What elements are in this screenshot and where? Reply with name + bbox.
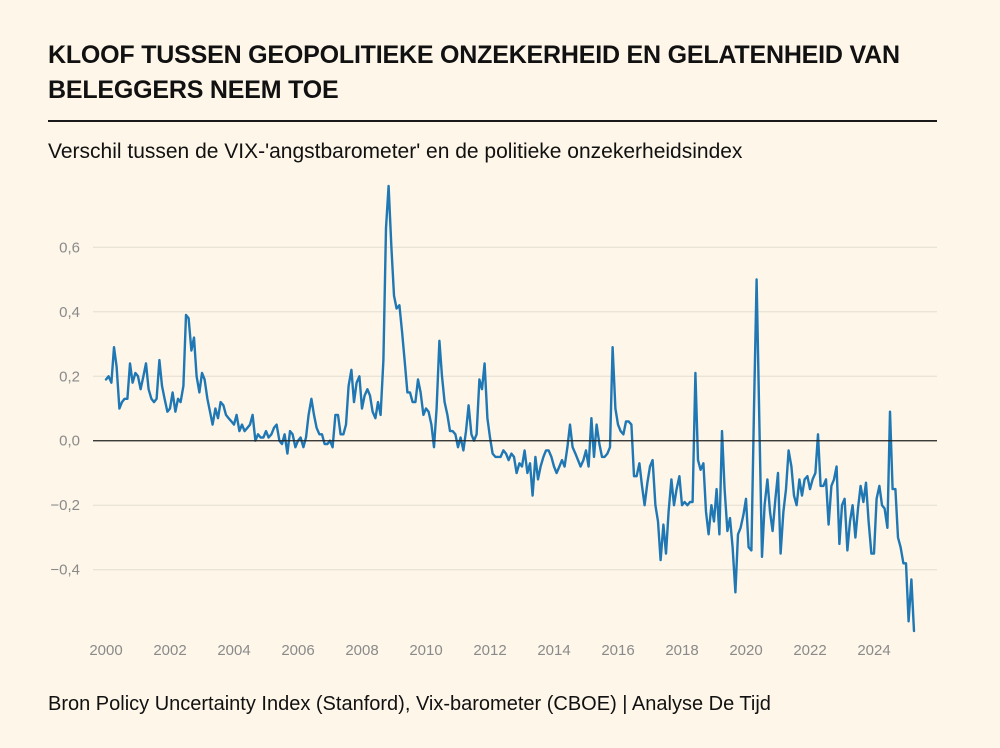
x-tick-label: 2008 bbox=[345, 642, 378, 659]
y-tick-label: −0,2 bbox=[50, 497, 80, 514]
chart-series bbox=[93, 184, 937, 633]
x-tick-label: 2006 bbox=[281, 642, 314, 659]
x-tick-label: 2020 bbox=[729, 642, 762, 659]
x-tick-label: 2010 bbox=[409, 642, 442, 659]
y-tick-label: −0,4 bbox=[50, 562, 80, 579]
x-tick-label: 2000 bbox=[89, 642, 122, 659]
chart-source: Bron Policy Uncertainty Index (Stanford)… bbox=[48, 693, 771, 715]
x-tick-label: 2014 bbox=[537, 642, 570, 659]
x-axis-tick-labels: 2000 2002 2004 2006 2008 2010 2012 2014 2016 2018… bbox=[89, 642, 890, 659]
x-tick-label: 2004 bbox=[217, 642, 250, 659]
series-line bbox=[104, 184, 916, 633]
line-chart: 0,60,40,20,0−0,2−0,4 2000 2002 2004 2006 200… bbox=[50, 184, 937, 659]
y-tick-label: 0,2 bbox=[59, 368, 80, 385]
y-tick-label: 0,6 bbox=[59, 239, 80, 256]
x-tick-label: 2012 bbox=[473, 642, 506, 659]
y-tick-label: 0,0 bbox=[59, 433, 80, 450]
x-tick-label: 2016 bbox=[601, 642, 634, 659]
x-tick-label: 2024 bbox=[857, 642, 890, 659]
y-tick-label: 0,4 bbox=[59, 304, 80, 321]
y-axis-tick-labels: 0,6 0,4 0,2 0,0 −0,2 −0,4 bbox=[50, 239, 80, 578]
x-tick-label: 2022 bbox=[793, 642, 826, 659]
title-divider bbox=[48, 120, 937, 122]
x-tick-label: 2018 bbox=[665, 642, 698, 659]
chart-subtitle: Verschil tussen de VIX-'angstbarometer' … bbox=[48, 140, 743, 163]
chart-title: KLOOF TUSSEN GEOPOLITIEKE ONZEKERHEID EN… bbox=[48, 41, 900, 104]
x-tick-label: 2002 bbox=[153, 642, 186, 659]
